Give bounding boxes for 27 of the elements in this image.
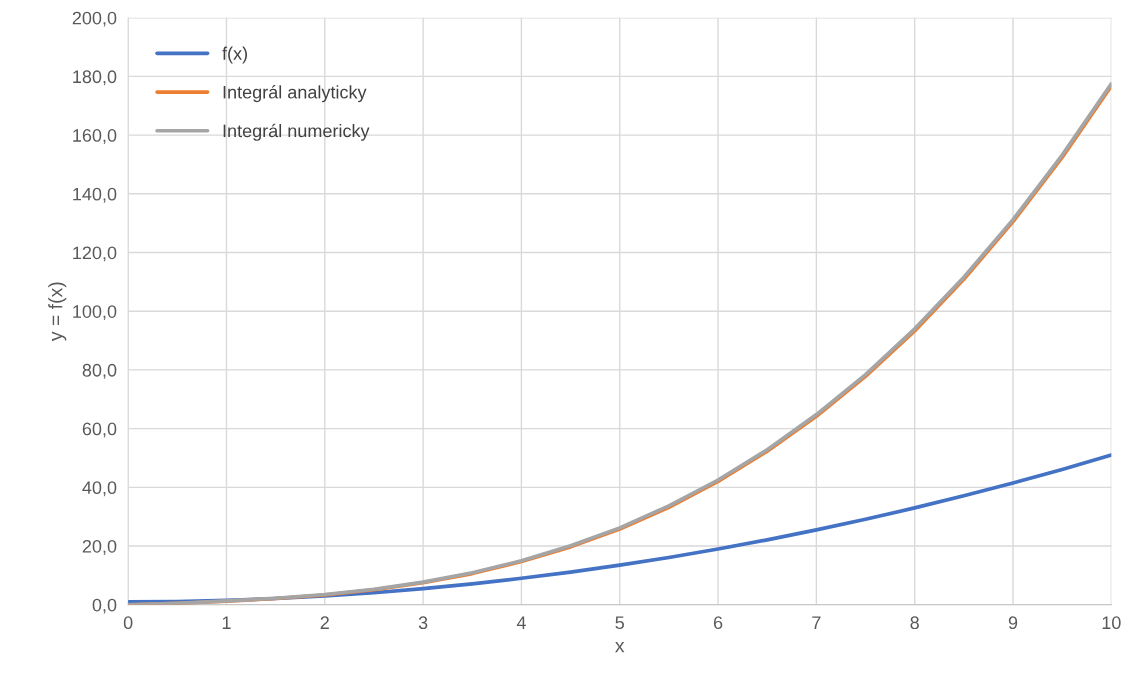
x-axis-title: x [615, 642, 625, 653]
y-tick-label: 160,0 [73, 129, 117, 144]
x-tick-label: 5 [615, 616, 624, 630]
x-tick-label: 2 [320, 616, 329, 629]
x-tick-label: 4 [516, 616, 526, 629]
y-tick-label: 60,0 [82, 422, 117, 438]
x-tick-label: 10 [1102, 616, 1121, 630]
y-tick-label: 180,0 [73, 70, 117, 86]
y-tick-label: 140,0 [73, 187, 117, 203]
y-tick-label: 120,0 [73, 246, 117, 262]
y-tick-label: 100,0 [73, 305, 117, 321]
legend-label: Integrál numericky [223, 123, 370, 141]
x-tick-label: 1 [222, 616, 231, 629]
y-tick-label: 80,0 [82, 363, 117, 379]
y-tick-label: 40,0 [82, 481, 117, 497]
x-tick-label: 7 [812, 616, 821, 629]
y-tick-label: 0,0 [92, 598, 117, 614]
x-tick-label: 0 [123, 616, 133, 630]
y-tick-label: 200,0 [72, 11, 117, 27]
x-tick-label: 3 [418, 616, 428, 630]
legend-label: f(x) [222, 46, 247, 64]
y-tick-label: 20,0 [82, 539, 117, 555]
x-tick-label: 9 [1008, 616, 1018, 630]
x-tick-label: 6 [713, 616, 723, 630]
legend-label: Integrál analyticky [223, 85, 367, 103]
x-tick-label: 8 [910, 616, 919, 630]
y-axis-title: y = f(x) [48, 282, 67, 342]
